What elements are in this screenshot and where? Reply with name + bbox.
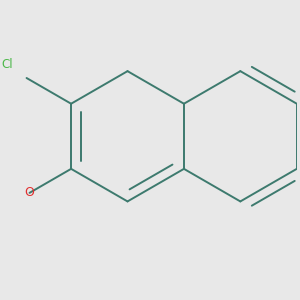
Text: O: O — [25, 186, 34, 200]
Text: Cl: Cl — [1, 58, 13, 71]
